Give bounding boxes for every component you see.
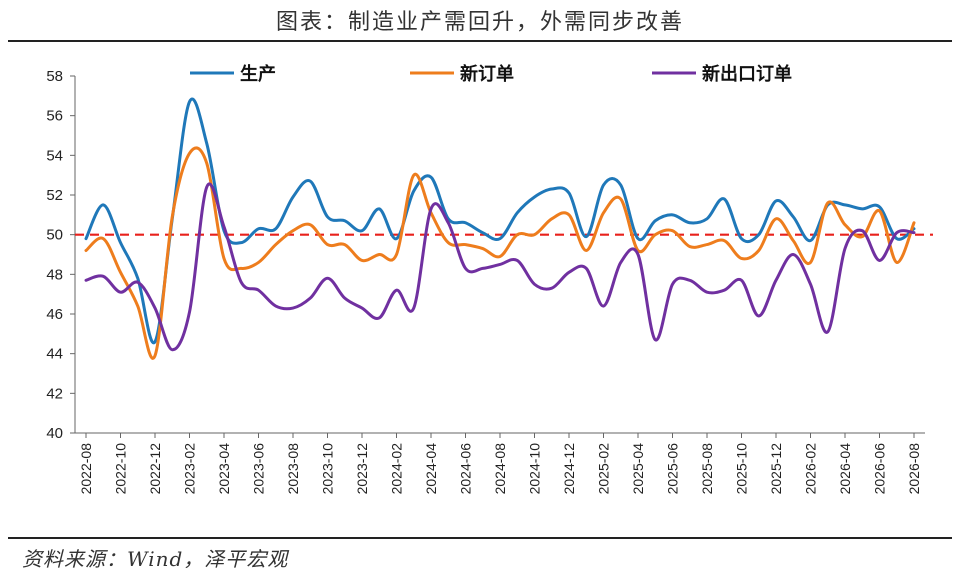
chart: 40 42 44 46 48 50 52 54 56 58 2022-08 2022-10 2022-1… — [46, 63, 933, 494]
y-tick-label: 52 — [46, 187, 63, 204]
legend-label-new-orders: 新订单 — [460, 63, 514, 85]
y-tick-label: 46 — [46, 306, 63, 323]
x-tick-label: 2022-10 — [113, 443, 129, 495]
y-tick-label: 56 — [46, 108, 63, 125]
y-tick-label: 50 — [46, 227, 63, 244]
x-tick-label: 2024-10 — [527, 443, 543, 495]
page-title: 图表：制造业产需回升，外需同步改善 — [275, 10, 684, 35]
x-tick-label: 2026-02 — [803, 443, 819, 495]
bottom-rule — [8, 537, 952, 539]
x-tick-label: 2026-06 — [872, 443, 888, 495]
x-tick-label: 2023-06 — [251, 443, 267, 495]
x-tick-label: 2025-10 — [734, 443, 750, 495]
y-tick-label: 54 — [46, 147, 63, 164]
y-tick-label: 48 — [46, 266, 63, 283]
x-tick-label: 2025-06 — [665, 443, 681, 495]
x-tick-label: 2023-04 — [216, 443, 232, 495]
x-tick-label: 2025-04 — [630, 443, 646, 495]
series-line-production — [84, 97, 916, 345]
top-rule — [8, 40, 952, 42]
x-tick-label: 2025-12 — [768, 443, 784, 495]
x-tick-label: 2026-04 — [837, 443, 853, 495]
x-tick-label: 2025-08 — [699, 443, 715, 495]
y-tick-label: 42 — [46, 385, 63, 402]
x-tick-label: 2024-12 — [561, 443, 577, 495]
x-tick-label: 2023-10 — [320, 443, 336, 495]
series-lines — [84, 97, 916, 360]
x-tick-label: 2025-02 — [596, 443, 612, 495]
chart-axes: 40 42 44 46 48 50 52 54 56 58 2022-08 2022-10 2022-1… — [46, 68, 925, 494]
x-tick-label: 2023-02 — [182, 443, 198, 495]
x-tick-label: 2024-06 — [458, 443, 474, 495]
legend-label-production: 生产 — [240, 63, 276, 85]
chart-legend: 生产 新订单 新出口订单 — [190, 63, 792, 85]
y-tick-label: 40 — [46, 425, 63, 442]
legend-label-new-export-orders: 新出口订单 — [702, 63, 792, 85]
x-tick-label: 2024-02 — [389, 443, 405, 495]
x-tick-label: 2024-08 — [492, 443, 508, 495]
series-line-new-orders — [84, 146, 916, 360]
x-tick-label: 2022-12 — [147, 443, 163, 495]
x-tick-label: 2023-08 — [285, 443, 301, 495]
x-tick-label: 2022-08 — [78, 443, 94, 495]
x-tick-label: 2024-04 — [423, 443, 439, 495]
series-line-new-export-orders — [84, 182, 916, 352]
y-tick-label: 44 — [46, 346, 63, 363]
source-note: 资料来源：Wind，泽平宏观 — [22, 547, 289, 571]
x-tick-label: 2023-12 — [354, 443, 370, 495]
y-tick-label: 58 — [46, 68, 63, 85]
x-tick-label: 2026-08 — [906, 443, 922, 495]
